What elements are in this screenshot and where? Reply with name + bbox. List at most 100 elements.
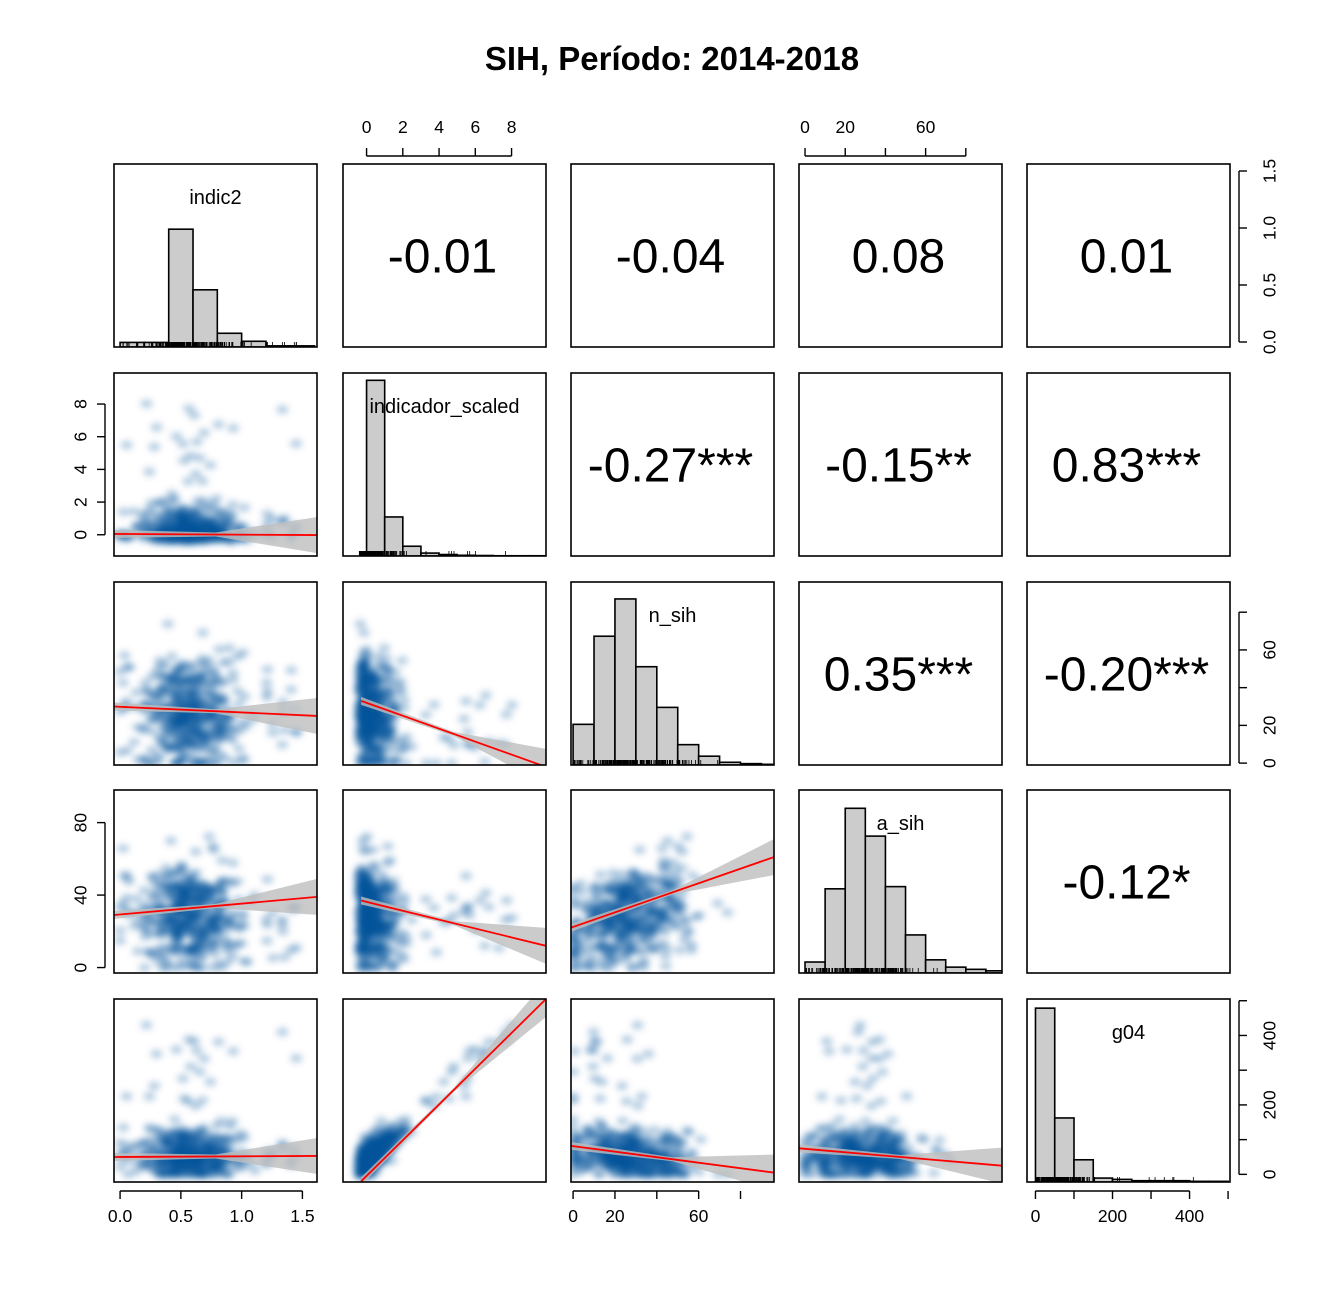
density-point xyxy=(207,896,219,905)
density-point xyxy=(480,889,492,898)
density-point xyxy=(267,728,279,737)
density-point xyxy=(693,911,705,920)
density-point xyxy=(178,1094,190,1103)
density-point xyxy=(162,619,174,628)
density-point xyxy=(151,889,163,898)
density-point xyxy=(354,619,366,628)
density-point xyxy=(219,696,231,705)
density-point xyxy=(567,1096,579,1105)
tick-label: 0.0 xyxy=(1260,330,1280,355)
density-point xyxy=(398,695,410,704)
density-point xyxy=(166,916,178,925)
scatter-g04-vs-n_sih xyxy=(567,1021,774,1191)
density-point xyxy=(593,1170,605,1179)
tick-label: 4 xyxy=(71,464,91,474)
density-point xyxy=(430,759,442,768)
density-point xyxy=(583,926,595,935)
tick-label: 0 xyxy=(1031,1206,1041,1226)
density-point xyxy=(501,896,513,905)
density-point xyxy=(226,500,238,509)
density-point xyxy=(393,935,405,944)
density-point xyxy=(185,1062,197,1071)
density-point xyxy=(184,725,196,734)
density-point xyxy=(371,720,383,729)
density-point xyxy=(361,871,373,880)
density-point xyxy=(358,628,370,637)
density-point xyxy=(261,920,273,929)
tick-label: 0 xyxy=(71,962,91,972)
density-point xyxy=(363,675,375,684)
density-point xyxy=(276,920,288,929)
density-point xyxy=(363,962,375,971)
hist-bar-indic2-2 xyxy=(169,229,193,347)
density-point xyxy=(276,740,288,749)
density-point xyxy=(175,861,187,870)
density-point xyxy=(655,1140,667,1149)
density-point xyxy=(131,1140,143,1149)
panel-indic2-indic2: indic2 xyxy=(114,164,317,347)
density-point xyxy=(241,957,253,966)
hist-bar-indic2-3 xyxy=(193,290,217,347)
density-point xyxy=(567,1067,579,1076)
density-point xyxy=(119,651,131,660)
hist-bar-g04-0 xyxy=(1035,1008,1054,1182)
density-point xyxy=(186,752,198,761)
density-point xyxy=(448,741,460,750)
density-point xyxy=(574,1153,586,1162)
hist-bar-n_sih-0 xyxy=(573,724,594,765)
density-point xyxy=(587,963,599,972)
panel-indicador_scaled-indic2 xyxy=(114,373,317,556)
density-point xyxy=(683,926,695,935)
density-point xyxy=(817,1153,829,1162)
tick-label: 0 xyxy=(568,1206,578,1226)
density-point xyxy=(147,713,159,722)
density-point xyxy=(117,1123,129,1132)
density-point xyxy=(162,1163,174,1172)
density-point xyxy=(506,700,518,709)
density-point xyxy=(233,1135,245,1144)
density-point xyxy=(849,1077,861,1086)
density-point xyxy=(223,509,235,518)
correlation-indic2-g04: 0.01 xyxy=(1080,231,1173,284)
density-point xyxy=(678,935,690,944)
density-point xyxy=(358,663,370,672)
tick-label: 400 xyxy=(1175,1206,1204,1226)
density-point xyxy=(128,922,140,931)
density-point xyxy=(158,536,170,545)
correlation-n_sih-g04: -0.20*** xyxy=(1044,649,1209,702)
density-point xyxy=(261,678,273,687)
density-point xyxy=(567,1163,579,1172)
density-point xyxy=(660,861,672,870)
panel-a_sih-indicador_scaled xyxy=(343,790,546,973)
density-point xyxy=(641,1170,653,1179)
density-point xyxy=(617,1116,629,1125)
density-point xyxy=(290,439,302,448)
density-point xyxy=(235,755,247,764)
density-point xyxy=(175,698,187,707)
tick-label: 6 xyxy=(470,117,480,137)
density-point xyxy=(653,943,665,952)
density-point xyxy=(186,947,198,956)
density-point xyxy=(138,723,150,732)
density-point xyxy=(152,516,164,525)
density-point xyxy=(146,1125,158,1134)
density-point xyxy=(621,1035,633,1044)
density-point xyxy=(574,947,586,956)
density-point xyxy=(606,886,618,895)
density-point xyxy=(594,870,606,879)
tick-label: 20 xyxy=(835,117,855,137)
tick-label: 0.5 xyxy=(169,1206,193,1226)
panel-indic2-n_sih: -0.04 xyxy=(571,164,774,347)
density-point xyxy=(146,1165,158,1174)
density-point xyxy=(474,896,486,905)
density-point xyxy=(151,691,163,700)
density-point xyxy=(933,1136,945,1145)
density-point xyxy=(673,1148,685,1157)
density-point xyxy=(197,628,209,637)
density-point xyxy=(396,950,408,959)
density-point xyxy=(430,948,442,957)
